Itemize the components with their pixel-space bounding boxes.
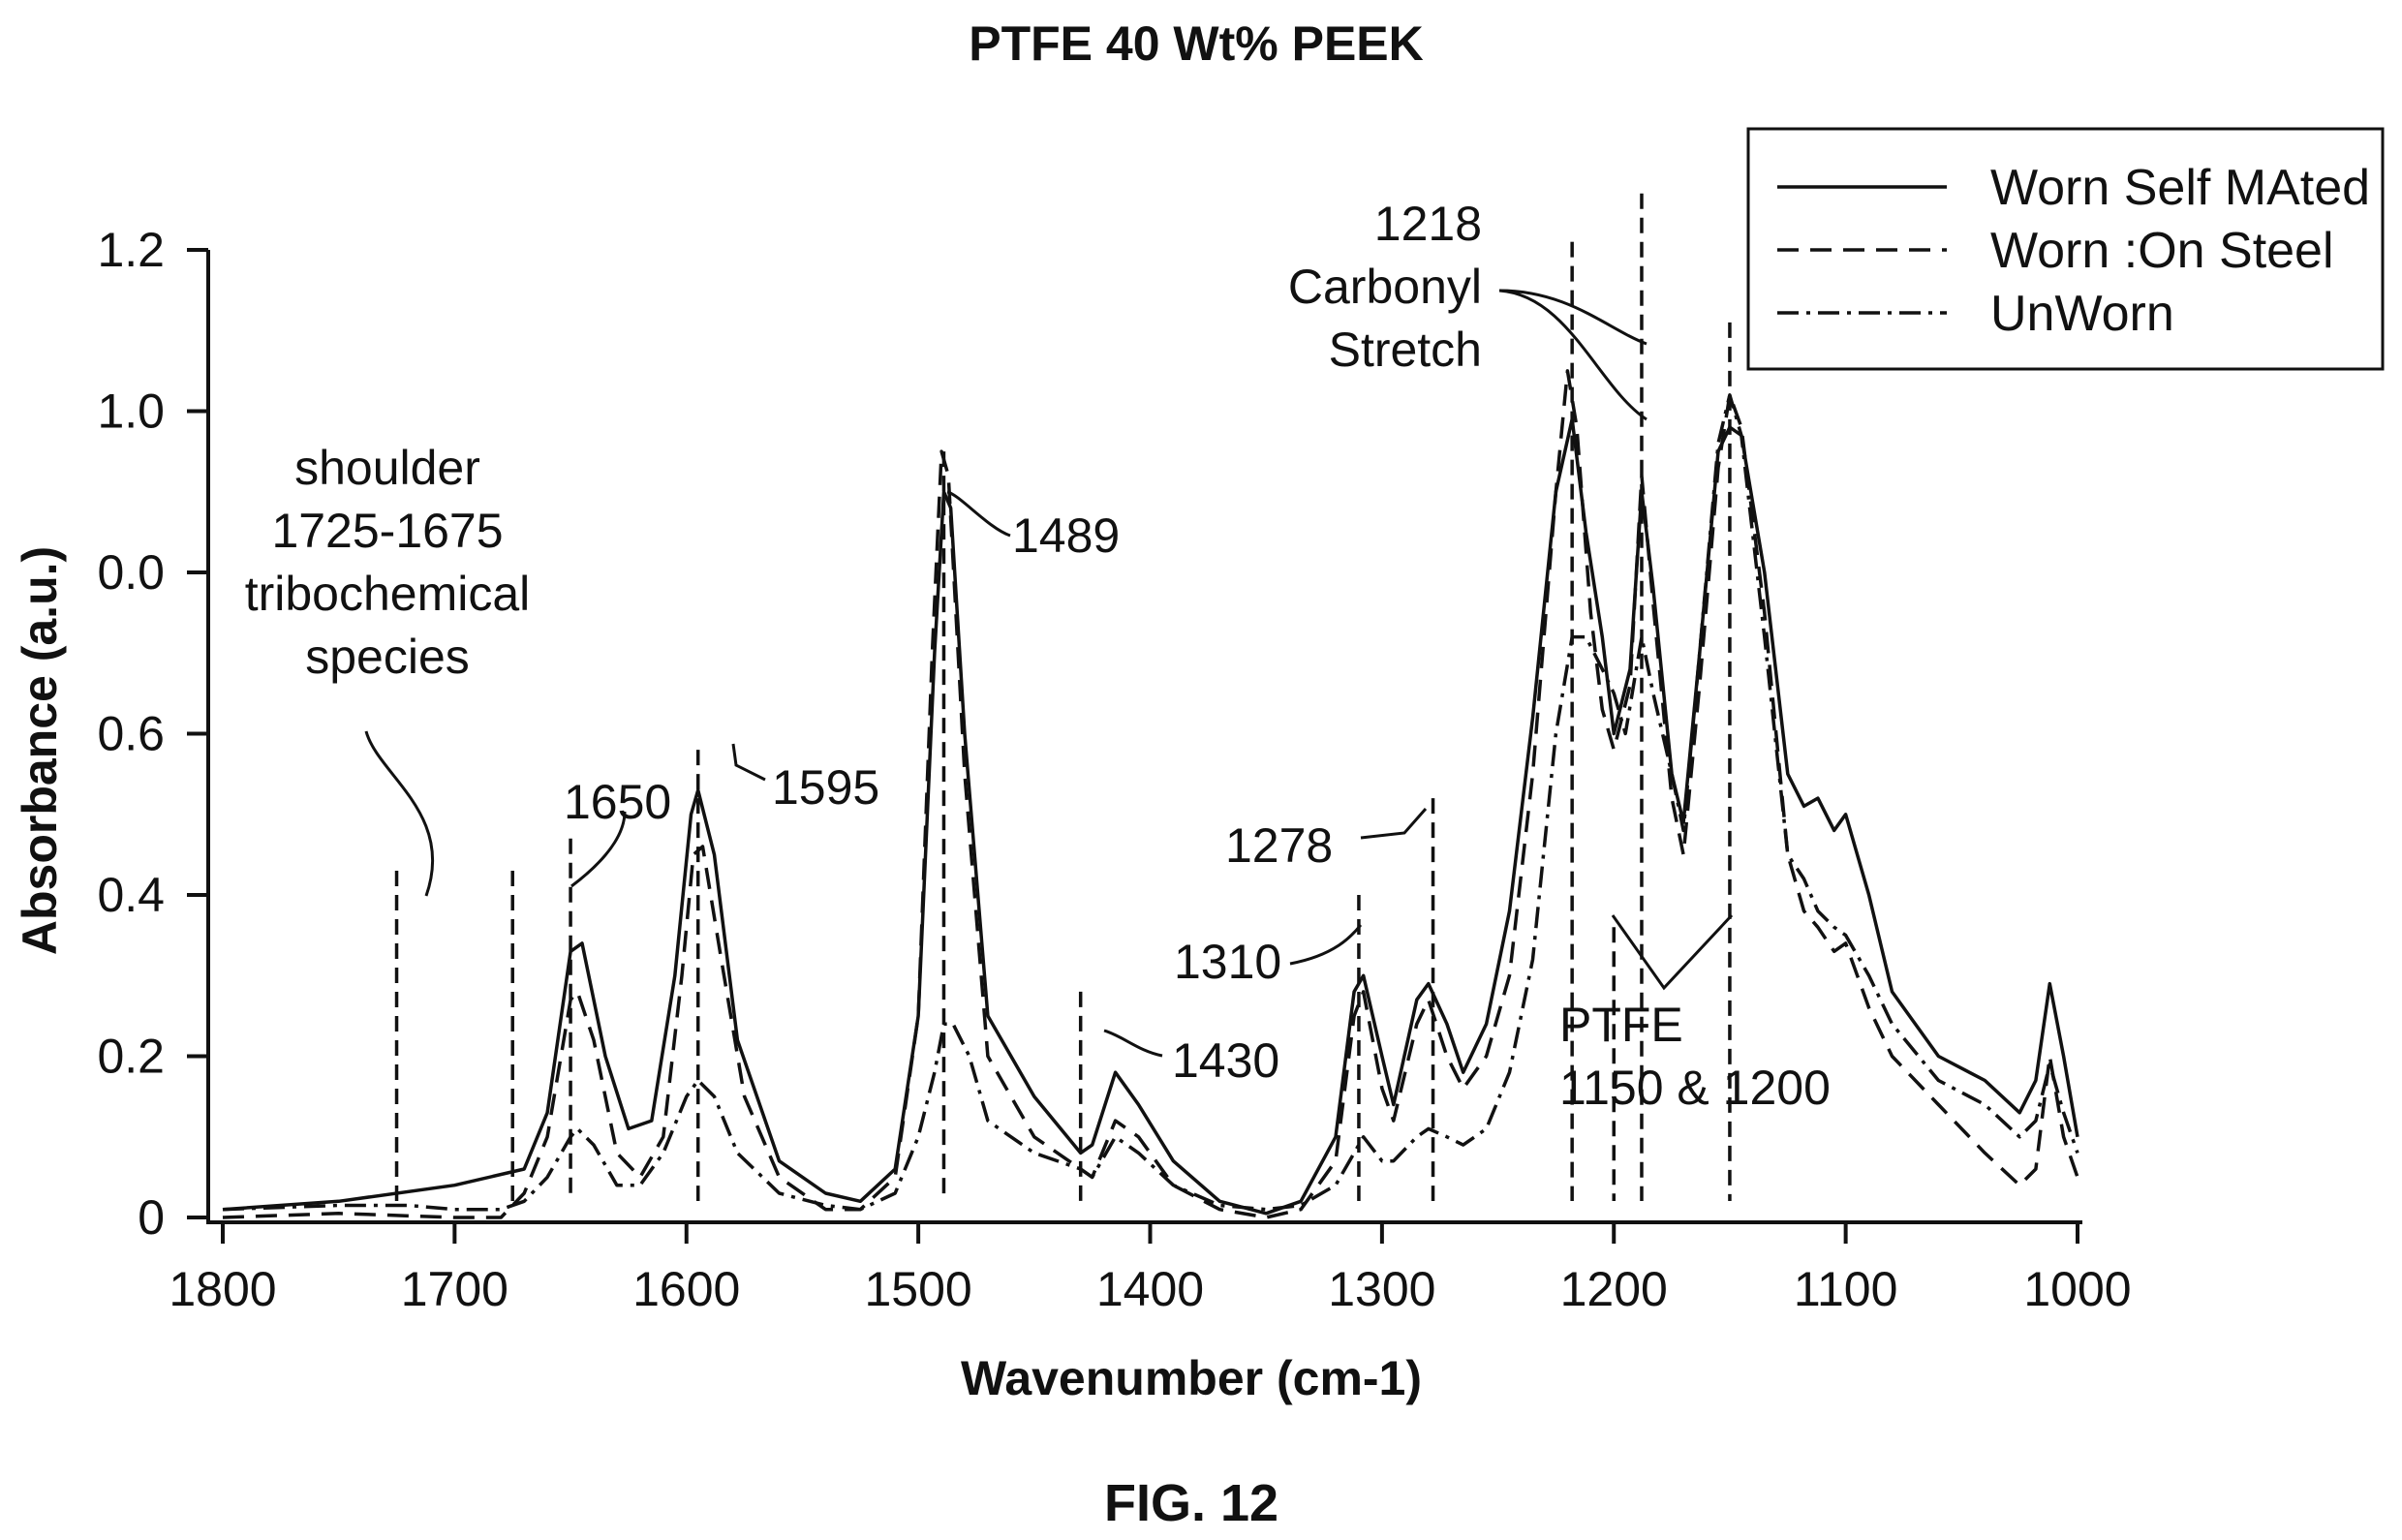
y-tick-label: 1.0 bbox=[97, 385, 165, 439]
legend-label: Worn Self MAted bbox=[1990, 160, 2370, 216]
annotation-leader bbox=[946, 490, 1011, 538]
annotation-text: tribochemical bbox=[245, 567, 531, 621]
series-line bbox=[222, 369, 2079, 1219]
marker-lines bbox=[394, 193, 1732, 1201]
annotation-text: species bbox=[305, 630, 470, 684]
x-tick-label: 1400 bbox=[1096, 1262, 1204, 1316]
annotation-leader bbox=[731, 743, 766, 782]
x-tick-label: 1500 bbox=[865, 1262, 972, 1316]
annotation-text: 1310 bbox=[1174, 935, 1281, 989]
x-tick-label: 1200 bbox=[1560, 1262, 1668, 1316]
annotation-text: 1725-1675 bbox=[271, 504, 503, 558]
annotations-group: shoulder 1725-1675 tribochemical species 165… bbox=[245, 197, 1831, 1115]
series-line bbox=[222, 417, 2079, 1216]
annotation-text: 1278 bbox=[1225, 818, 1333, 873]
legend-label: Worn :On Steel bbox=[1990, 223, 2334, 279]
figure-label: FIG. 12 bbox=[1104, 1474, 1278, 1532]
annotation-text: 1650 bbox=[564, 775, 671, 829]
x-tick-label: 1700 bbox=[401, 1262, 508, 1316]
annotation-leader bbox=[1611, 913, 1734, 991]
annotation-text: 1430 bbox=[1172, 1033, 1279, 1088]
y-tick-label: 0.6 bbox=[97, 707, 165, 761]
annotation-text: 1489 bbox=[1012, 508, 1120, 563]
x-tick-label: 1100 bbox=[1794, 1262, 1898, 1316]
x-tick-label: 1800 bbox=[169, 1262, 276, 1316]
x-tick-label: 1000 bbox=[2023, 1262, 2131, 1316]
axes-group: 0 0.2 0.4 0.6 0.0 1.0 1.2 1800 1700 1600 1500 1400 1… bbox=[97, 223, 2131, 1316]
y-tick-label: 0 bbox=[138, 1190, 165, 1245]
annotation-text: 1150 & 1200 bbox=[1559, 1061, 1831, 1115]
x-tick-label: 1600 bbox=[632, 1262, 740, 1316]
series-line bbox=[222, 393, 2079, 1212]
annotation-text: PTFE bbox=[1559, 998, 1683, 1052]
annotation-text: 1595 bbox=[772, 760, 879, 815]
annotation-leader bbox=[1360, 808, 1428, 840]
chart-title: PTFE 40 Wt% PEEK bbox=[969, 16, 1424, 71]
annotation-leader bbox=[1498, 289, 1648, 421]
annotation-text: 1218 bbox=[1374, 197, 1482, 251]
legend: Worn Self MAted Worn :On Steel UnWorn bbox=[1746, 127, 2385, 371]
annotation-leader bbox=[364, 730, 434, 897]
annotation-text: Carbonyl bbox=[1288, 260, 1482, 314]
annotation-text: Stretch bbox=[1329, 323, 1482, 377]
legend-label: UnWorn bbox=[1990, 286, 2174, 342]
series-group bbox=[222, 369, 2079, 1219]
y-tick-label: 0.4 bbox=[97, 868, 165, 922]
x-tick-label: 1300 bbox=[1328, 1262, 1435, 1316]
annotation-text: shoulder bbox=[294, 441, 480, 495]
annotation-leader bbox=[1289, 923, 1363, 966]
y-tick-label: 1.2 bbox=[97, 223, 165, 277]
y-tick-label: 0.0 bbox=[97, 545, 165, 600]
annotation-leader bbox=[1103, 1029, 1163, 1058]
y-tick-label: 0.2 bbox=[97, 1030, 165, 1084]
x-axis-label: Wavenumber (cm-1) bbox=[961, 1351, 1422, 1405]
annotation-leader bbox=[570, 811, 627, 888]
y-axis-label: Absorbance (a.u.) bbox=[13, 546, 67, 955]
